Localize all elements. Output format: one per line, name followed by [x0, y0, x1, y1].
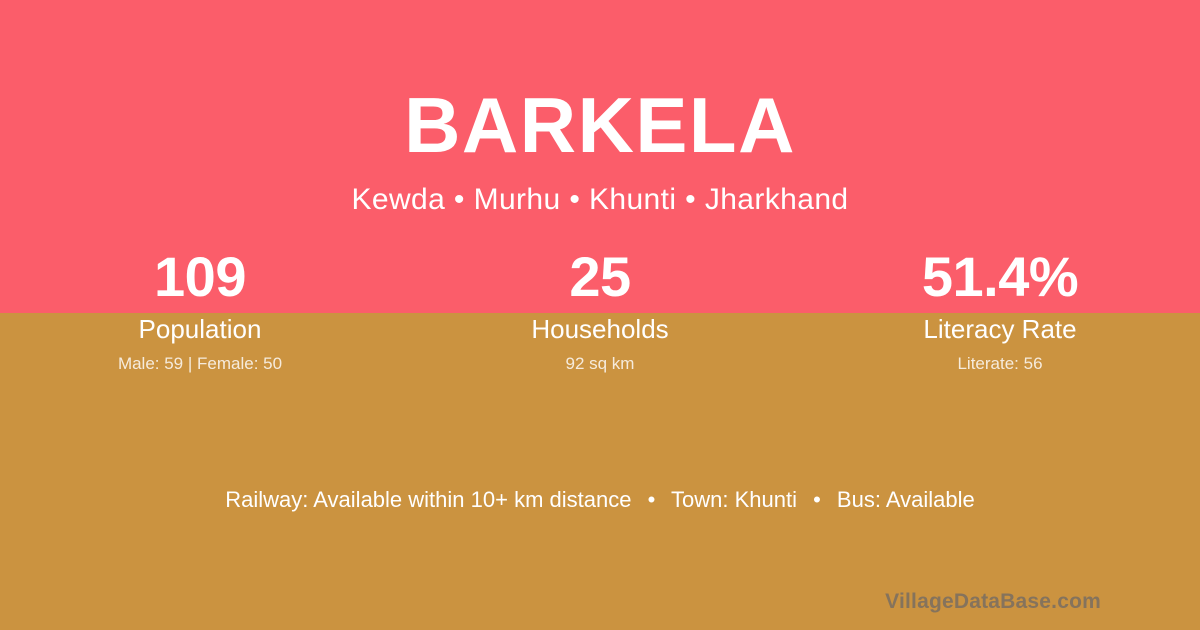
stat-label-households: Households: [531, 314, 669, 344]
stat-population: 109 Population Male: 59 | Female: 50: [0, 246, 400, 374]
stat-label-literacy-rate: Literacy Rate: [923, 314, 1077, 344]
stat-sub-literacy-rate: Literate: 56: [957, 354, 1043, 373]
infra-railway: Railway: Available within 10+ km distanc…: [225, 487, 632, 512]
stat-sub-households: 92 sq km: [565, 354, 635, 373]
bottom-color-band: [0, 313, 1200, 630]
stat-value-households: 25: [569, 245, 631, 308]
stat-value-population: 109: [154, 245, 246, 308]
site-watermark: VillageDataBase.com: [885, 590, 1101, 613]
infra-town: Town: Khunti: [671, 487, 797, 512]
breadcrumb: Kewda • Murhu • Khunti • Jharkhand: [351, 183, 849, 216]
page-title: BARKELA: [404, 81, 796, 169]
infra-separator-1-icon: •: [647, 487, 656, 512]
stat-literacy-rate: 51.4% Literacy Rate Literate: 56: [800, 246, 1200, 374]
infrastructure-summary: Railway: Available within 10+ km distanc…: [0, 486, 1200, 514]
stat-value-literacy-rate: 51.4%: [921, 245, 1079, 308]
top-color-band: [0, 0, 1200, 313]
stat-sub-population: Male: 59 | Female: 50: [117, 354, 283, 373]
infra-bus: Bus: Available: [836, 487, 975, 512]
card-footer: VillageDataBase.com: [885, 589, 1101, 615]
stats-row: 109 Population Male: 59 | Female: 50 25 …: [0, 246, 1200, 374]
infra-separator-2-icon: •: [813, 487, 821, 512]
stat-households: 25 Households 92 sq km: [400, 246, 800, 374]
stat-label-population: Population: [138, 314, 262, 344]
